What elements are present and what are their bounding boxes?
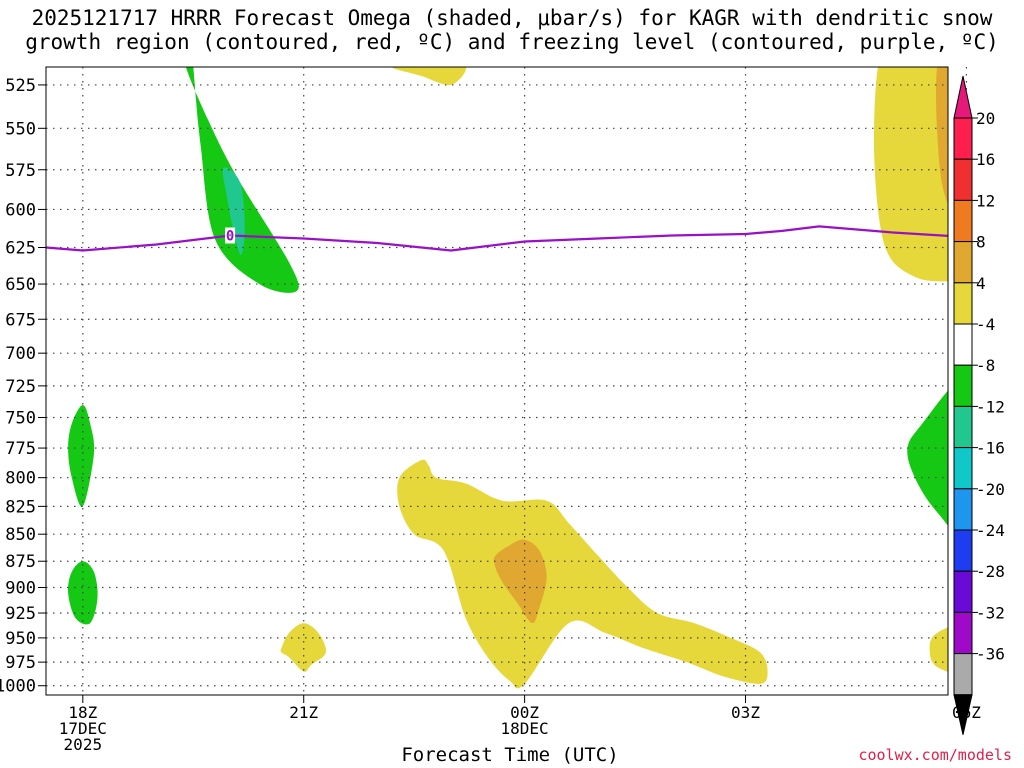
xtick-label-18Z-2: 2025 [64, 735, 103, 754]
time-axis: 18Z17DEC202521Z00Z18DEC03Z06Z09Z [59, 695, 981, 754]
colorbar-swatch-13 [953, 653, 973, 696]
omega-region-10 [397, 459, 768, 689]
ytick-label-550: 550 [5, 119, 36, 139]
colorbar-label-1: 16 [976, 150, 995, 169]
colorbar-label-8: -16 [976, 439, 1005, 458]
ytick-label-975: 975 [5, 653, 36, 673]
colorbar-swatch-6 [953, 364, 973, 407]
omega-region-1 [222, 167, 245, 255]
ytick-label-700: 700 [5, 344, 36, 364]
omega-region-2 [68, 405, 95, 507]
colorbar-label-0: 20 [976, 109, 995, 128]
colorbar-swatch-12 [953, 611, 973, 655]
xtick-label-03Z-0: 03Z [731, 703, 760, 722]
omega-region-0 [185, 67, 299, 293]
xtick-label-21Z-0: 21Z [289, 703, 318, 722]
colorbar-label-12: -32 [976, 603, 1005, 622]
omega-region-13 [929, 627, 948, 672]
colorbar-swatch-2 [953, 199, 973, 243]
colorbar-label-13: -36 [976, 645, 1005, 664]
colorbar-label-9: -20 [976, 480, 1005, 499]
colorbar-swatch-8 [953, 447, 973, 490]
freezing-level-layer: 00 [46, 225, 948, 252]
colorbar-swatch-9 [953, 488, 973, 531]
ytick-label-575: 575 [5, 161, 36, 181]
ytick-label-875: 875 [5, 552, 36, 572]
freezing-level-label-bg-0 [225, 227, 236, 244]
pressure-axis: 525 550 575 600 625 650 675 700 725 750 775 800 825 8… [0, 76, 46, 697]
omega-region-8 [936, 67, 948, 205]
ytick-label-950: 950 [5, 629, 36, 649]
ytick-label-675: 675 [5, 310, 36, 330]
xtick-label-00Z-0: 00Z [510, 703, 539, 722]
colorbar-label-3: 8 [976, 233, 986, 252]
ytick-label-850: 850 [5, 525, 36, 545]
freezing-level-label-0: 0 [226, 228, 234, 244]
ytick-label-925: 925 [5, 604, 36, 624]
chart-title: 2025121717 HRRR Forecast Omega (shaded, … [25, 6, 999, 54]
xtick-label-18Z-0: 18Z [68, 703, 97, 722]
colorbar-label-11: -28 [976, 562, 1005, 581]
ytick-label-600: 600 [5, 200, 36, 220]
omega-region-11 [493, 539, 547, 624]
colorbar-swatch-11 [953, 570, 973, 613]
colorbar-swatch-7 [953, 405, 973, 449]
colorbar-label-7: -12 [976, 397, 1005, 416]
ytick-label-625: 625 [5, 238, 36, 258]
colorbar-swatch-1 [953, 158, 973, 201]
colorbar-label-6: -8 [976, 356, 995, 375]
x-axis-label: Forecast Time (UTC) [401, 744, 619, 766]
colorbar-top-triangle [953, 75, 973, 119]
xtick-label-18Z-1: 17DEC [59, 719, 107, 738]
omega-region-16 [392, 67, 467, 86]
colorbar: 20 16 12 8 4 -4 -8 -12 -16 -20 -24 -28 -32 -36 [953, 75, 1005, 735]
source-credit: coolwx.com/models [858, 746, 1012, 764]
colorbar-swatch-0 [953, 117, 973, 160]
ytick-label-1000: 1000 [0, 677, 36, 697]
colorbar-label-5: -4 [976, 315, 995, 334]
colorbar-bottom-triangle [953, 694, 973, 735]
colorbar-swatch-3 [953, 241, 973, 284]
omega-region-4 [907, 390, 948, 526]
ytick-label-775: 775 [5, 439, 36, 459]
ytick-label-900: 900 [5, 578, 36, 598]
ytick-label-650: 650 [5, 275, 36, 295]
colorbar-swatch-4 [953, 282, 973, 325]
colorbar-label-10: -24 [976, 521, 1005, 540]
colorbar-label-4: 4 [976, 274, 986, 293]
omega-region-12 [280, 623, 326, 672]
ytick-label-725: 725 [5, 377, 36, 397]
ytick-label-750: 750 [5, 408, 36, 428]
ytick-label-525: 525 [5, 76, 36, 96]
xtick-label-00Z-1: 18DEC [501, 719, 549, 738]
colorbar-swatch-5 [953, 323, 973, 366]
colorbar-label-2: 12 [976, 191, 995, 210]
freezing-level-line [46, 225, 948, 252]
ytick-label-825: 825 [5, 497, 36, 517]
omega-region-7 [873, 67, 948, 282]
omega-shading-layer [67, 67, 948, 689]
ytick-label-800: 800 [5, 469, 36, 489]
colorbar-swatch-10 [953, 529, 973, 572]
plot-frame [45, 66, 949, 696]
